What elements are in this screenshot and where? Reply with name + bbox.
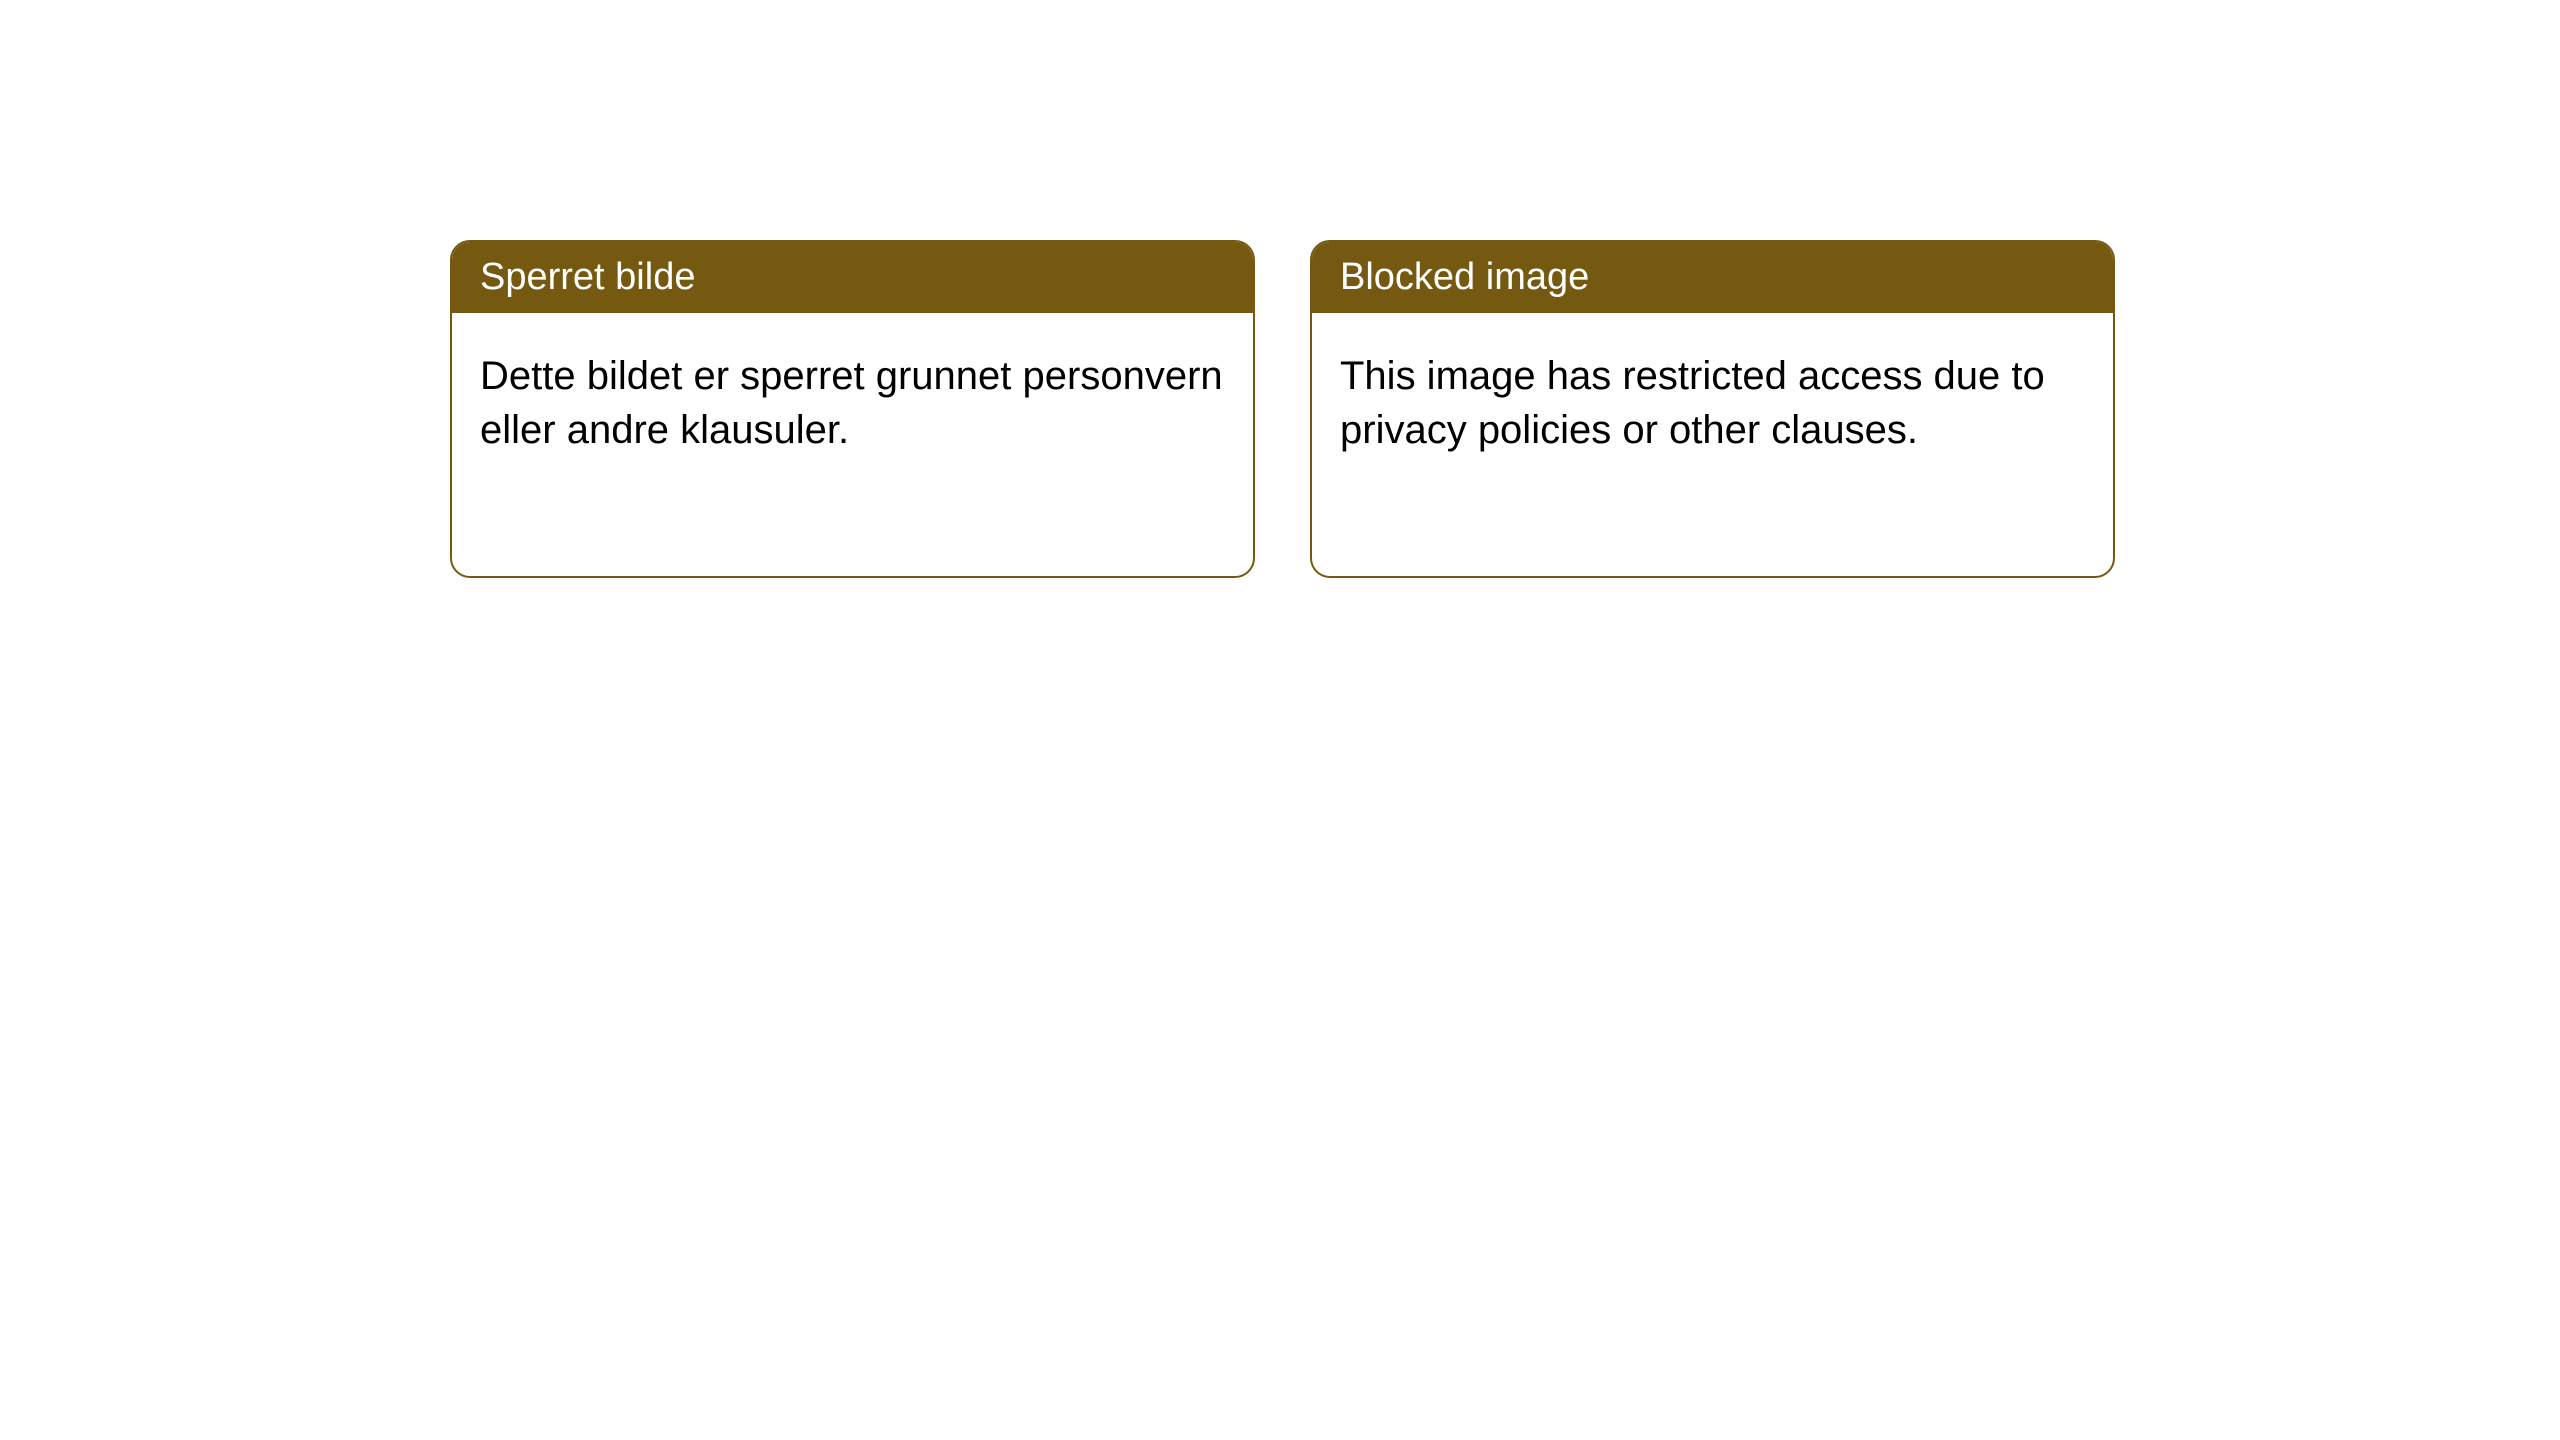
notice-cards-container: Sperret bilde Dette bildet er sperret gr…: [450, 240, 2560, 578]
notice-card-en: Blocked image This image has restricted …: [1310, 240, 2115, 578]
notice-card-body: This image has restricted access due to …: [1312, 313, 2113, 493]
notice-card-no: Sperret bilde Dette bildet er sperret gr…: [450, 240, 1255, 578]
notice-card-header: Blocked image: [1312, 242, 2113, 313]
notice-card-header: Sperret bilde: [452, 242, 1253, 313]
notice-card-body: Dette bildet er sperret grunnet personve…: [452, 313, 1253, 493]
